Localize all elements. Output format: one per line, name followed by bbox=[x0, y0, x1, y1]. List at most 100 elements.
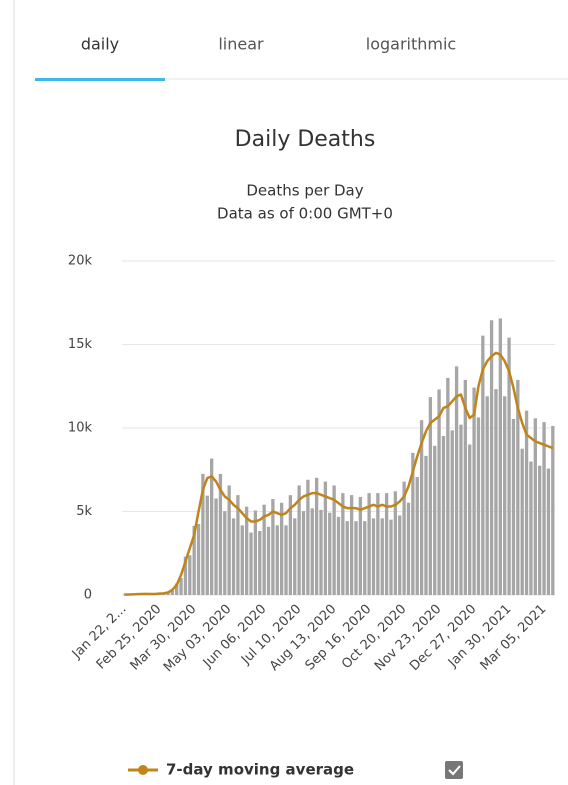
bar bbox=[218, 473, 223, 595]
moving-average-line bbox=[124, 351, 554, 596]
bar bbox=[231, 518, 236, 595]
bar bbox=[376, 493, 380, 595]
bar bbox=[437, 389, 441, 595]
bar bbox=[441, 436, 446, 595]
bar bbox=[188, 555, 192, 595]
y-tick-label: 20k bbox=[68, 254, 93, 269]
bar bbox=[446, 377, 450, 595]
bar bbox=[354, 521, 358, 595]
bar bbox=[262, 504, 266, 595]
legend-marker bbox=[138, 765, 148, 775]
tab[interactable]: logarithmic bbox=[366, 35, 456, 54]
bar bbox=[367, 493, 371, 595]
bar bbox=[546, 468, 551, 595]
bar bbox=[538, 465, 542, 595]
bar bbox=[341, 493, 345, 595]
bar bbox=[279, 502, 284, 595]
bar bbox=[419, 420, 424, 595]
bar bbox=[411, 452, 415, 595]
bar bbox=[485, 396, 489, 595]
bar bbox=[516, 379, 520, 595]
legend-label: 7-day moving average bbox=[166, 761, 354, 779]
bar bbox=[306, 479, 310, 595]
bar bbox=[297, 485, 301, 595]
bar bbox=[336, 516, 341, 595]
bar bbox=[520, 448, 524, 595]
bar bbox=[380, 518, 384, 595]
bar bbox=[450, 430, 454, 595]
bar bbox=[175, 583, 179, 595]
bar bbox=[209, 458, 214, 595]
bar bbox=[284, 525, 288, 595]
bar bbox=[489, 320, 494, 595]
bar bbox=[332, 485, 336, 595]
bar bbox=[227, 485, 231, 595]
bar bbox=[468, 444, 472, 595]
bar bbox=[214, 498, 218, 595]
bar bbox=[511, 418, 516, 595]
bar bbox=[454, 366, 459, 595]
bar bbox=[223, 511, 227, 595]
bar bbox=[266, 526, 271, 595]
bar bbox=[524, 410, 529, 595]
bar bbox=[398, 515, 402, 595]
bar bbox=[253, 510, 258, 595]
bar bbox=[170, 590, 174, 595]
chart-title: Daily Deaths bbox=[235, 127, 376, 152]
bar bbox=[476, 417, 481, 595]
bar bbox=[192, 525, 196, 595]
bar bbox=[406, 502, 411, 595]
bar bbox=[240, 525, 244, 595]
bar bbox=[179, 577, 183, 595]
bar bbox=[481, 335, 485, 595]
bar bbox=[389, 519, 393, 595]
bar bbox=[323, 481, 328, 595]
bar bbox=[463, 379, 468, 595]
bar bbox=[258, 531, 262, 595]
y-tick-label: 15k bbox=[68, 337, 93, 352]
bar bbox=[319, 509, 323, 595]
bar bbox=[288, 495, 293, 595]
y-tick-label: 10k bbox=[68, 421, 93, 436]
bar bbox=[533, 418, 537, 595]
bar bbox=[472, 387, 476, 595]
bar bbox=[345, 521, 349, 595]
bar bbox=[529, 461, 533, 595]
legend-checkbox[interactable] bbox=[445, 761, 463, 779]
tab[interactable]: daily bbox=[81, 35, 119, 54]
bar bbox=[542, 422, 546, 595]
bar bbox=[459, 424, 463, 595]
bar bbox=[402, 481, 406, 595]
bar bbox=[494, 389, 498, 595]
bar bbox=[249, 532, 253, 595]
bar bbox=[433, 445, 437, 595]
y-tick-label: 0 bbox=[84, 588, 92, 603]
bar bbox=[244, 506, 249, 595]
bar bbox=[424, 455, 428, 595]
tab[interactable]: linear bbox=[218, 35, 264, 54]
bar bbox=[205, 495, 209, 595]
bar bbox=[393, 491, 398, 595]
y-tick-label: 5k bbox=[76, 504, 92, 519]
bar bbox=[551, 425, 555, 595]
bar bbox=[293, 518, 297, 595]
bar bbox=[236, 495, 240, 595]
chart-subtitle: Data as of 0:00 GMT+0 bbox=[217, 205, 393, 223]
bar bbox=[415, 477, 419, 595]
bar bbox=[358, 496, 363, 595]
bar bbox=[507, 337, 511, 595]
bar bbox=[384, 493, 389, 595]
bar bbox=[201, 473, 205, 595]
bar bbox=[310, 508, 314, 595]
bar bbox=[271, 498, 275, 595]
bar bbox=[363, 521, 367, 595]
chart-subtitle: Deaths per Day bbox=[246, 182, 363, 200]
bar bbox=[503, 396, 507, 595]
bar bbox=[371, 518, 376, 595]
bar bbox=[428, 397, 433, 595]
active-tab-indicator bbox=[35, 78, 165, 81]
bar bbox=[328, 512, 332, 595]
bar bbox=[275, 525, 279, 595]
